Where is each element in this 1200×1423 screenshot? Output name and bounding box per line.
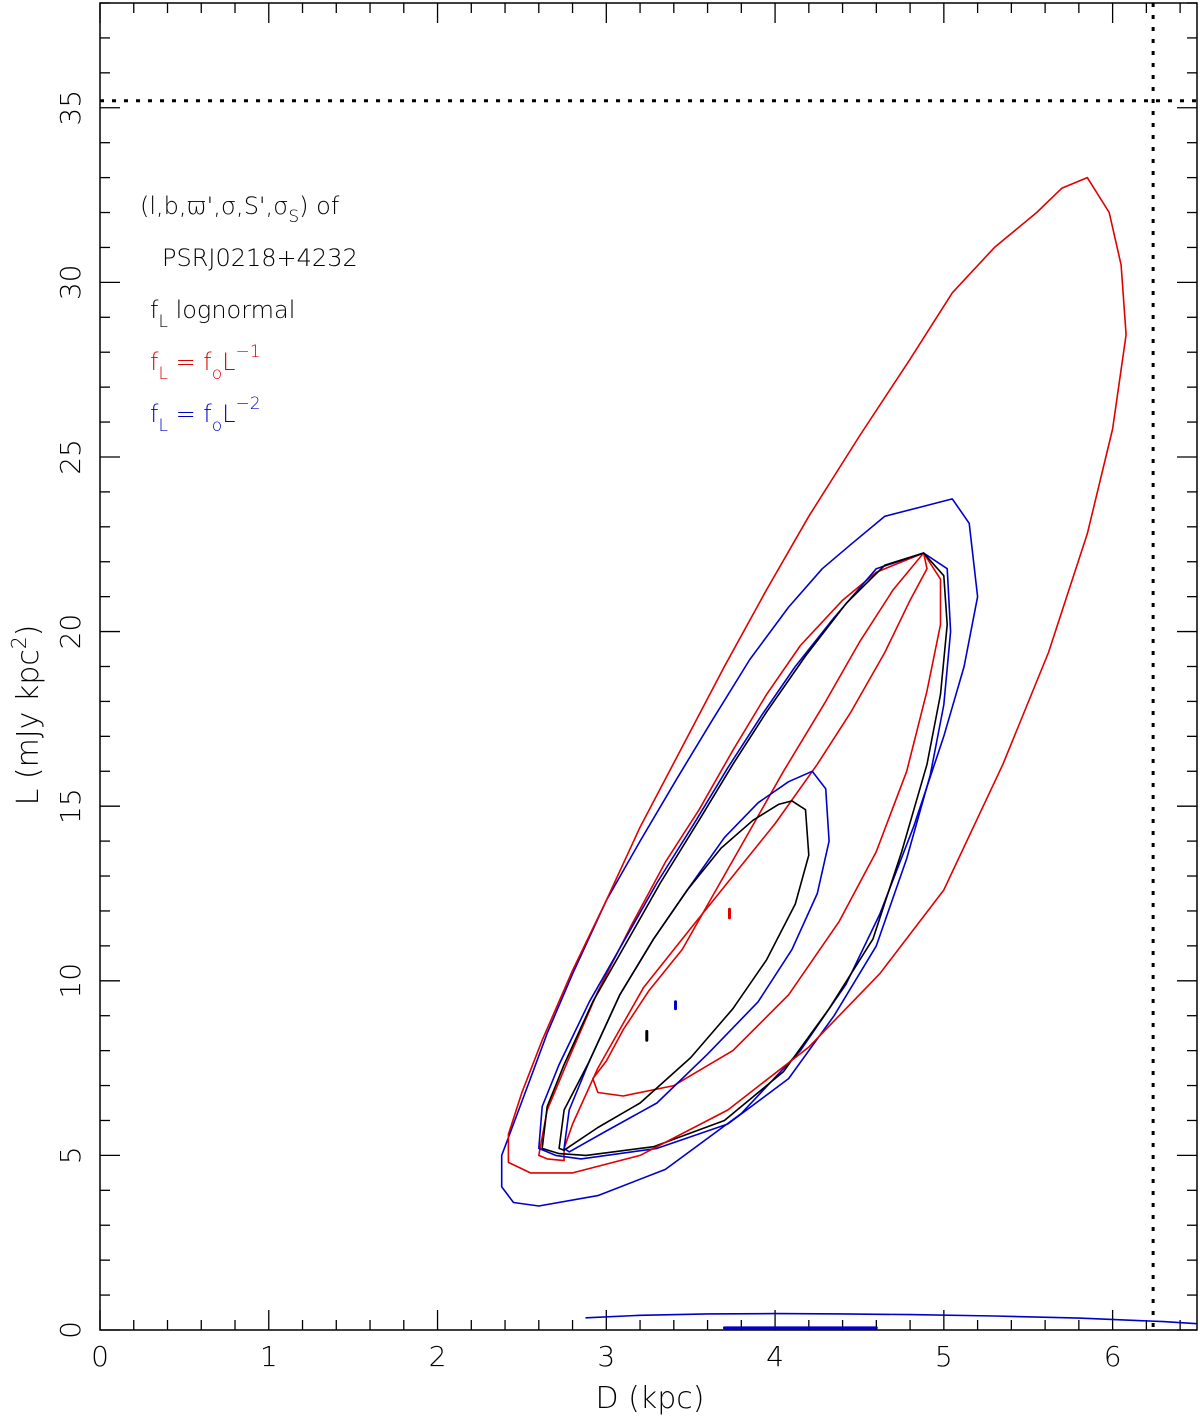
legend-item-inverse: fL = foL−1 <box>150 342 261 384</box>
y-tick-label: 20 <box>54 614 87 650</box>
svg-text:L (mJy kpc2): L (mJy kpc2) <box>7 625 46 806</box>
annotation-params: (l,b,ϖ',σ,S',σ <box>140 192 288 220</box>
y-tick-label: 15 <box>54 788 87 824</box>
contour-lognormal <box>558 800 810 1151</box>
y-axis-label-main: L (mJy kpc <box>11 649 46 805</box>
y-axis-label: L (mJy kpc2) <box>7 625 46 806</box>
y-tick-label: 5 <box>54 1146 87 1164</box>
y-tick-label: 30 <box>54 265 87 301</box>
svg-text:(l,b,ϖ',σ,S',σS) of: (l,b,ϖ',σ,S',σS) of <box>140 192 340 227</box>
contour-inverse-square <box>563 770 830 1153</box>
y-axis-label-sup: 2 <box>7 636 31 649</box>
axis-tick-labels: 0 1 2 3 4 5 6 0 5 10 15 20 25 30 35 <box>54 90 1122 1373</box>
x-tick-label: 3 <box>597 1340 615 1373</box>
x-tick-label: 1 <box>260 1340 278 1373</box>
axis-ticks <box>99 2 1197 1331</box>
contour-inverse <box>507 176 1127 1174</box>
x-axis-label: D (kpc) <box>596 1381 705 1416</box>
annotation-pulsar-name: PSRJ0218+4232 <box>162 244 358 272</box>
contour-series <box>500 176 1198 1330</box>
x-tick-label: 6 <box>1104 1340 1122 1373</box>
legend-item-inverse-square: fL = foL−2 <box>150 394 261 436</box>
contour-inverse <box>538 552 928 1162</box>
contour-inverse-square <box>585 1312 1198 1325</box>
x-tick-label: 4 <box>766 1340 784 1373</box>
y-tick-label: 0 <box>54 1321 87 1339</box>
x-tick-label: 5 <box>935 1340 953 1373</box>
reference-lines <box>100 3 1197 1330</box>
annotation-params-sub: S <box>288 207 299 227</box>
y-axis-label-close: ) <box>11 625 46 637</box>
legend-item-lognormal: fL lognormal <box>150 296 295 332</box>
x-tick-label: 2 <box>429 1340 447 1373</box>
contour-inverse-square <box>500 498 979 1207</box>
x-tick-label: 0 <box>91 1340 109 1373</box>
contour-inverse <box>592 552 942 1097</box>
annotation-params-end: ) of <box>299 192 340 220</box>
y-tick-label: 25 <box>54 439 87 475</box>
annotation-block: (l,b,ϖ',σ,S',σS) of PSRJ0218+4232 fL log… <box>140 192 358 436</box>
y-tick-label: 35 <box>54 90 87 126</box>
y-tick-label: 10 <box>54 963 87 999</box>
contour-lognormal <box>541 552 948 1157</box>
